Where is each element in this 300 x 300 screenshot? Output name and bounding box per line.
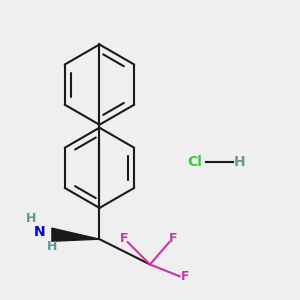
Text: H: H <box>26 212 36 225</box>
Polygon shape <box>52 228 100 241</box>
Text: F: F <box>181 270 189 283</box>
Text: F: F <box>120 232 128 245</box>
Text: Cl: Cl <box>187 155 202 169</box>
Text: H: H <box>233 155 245 169</box>
Text: H: H <box>47 240 57 253</box>
Text: N: N <box>34 225 46 239</box>
Text: F: F <box>169 232 177 245</box>
